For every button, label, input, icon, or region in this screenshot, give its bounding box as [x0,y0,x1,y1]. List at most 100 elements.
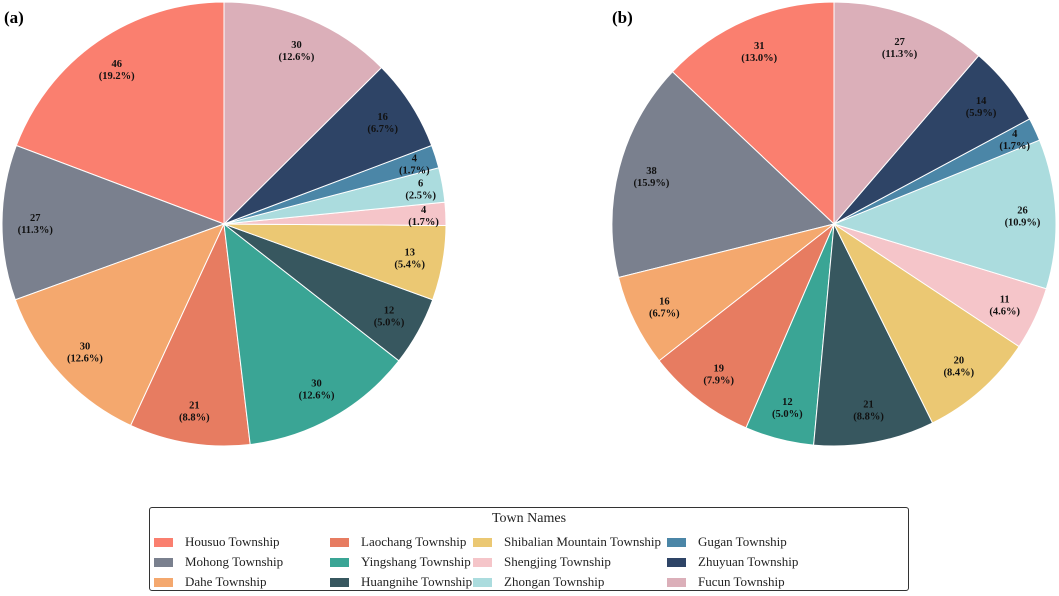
slice-percent-label: (8.8%) [179,412,210,423]
legend-label: Zhongan Township [504,574,605,589]
legend-swatch [473,557,492,567]
legend-swatch [330,557,349,567]
pie-a-slice-yingshang-township [223,222,400,446]
legend-swatch [154,557,173,567]
legend-swatch [667,577,686,587]
legend: Town Names Housuo Township Mohong Townshi… [149,507,909,591]
legend-label: Mohong Township [185,554,284,569]
slice-percent-label: (6.7%) [649,309,680,320]
pie-a-slice-mohong-township [1,144,226,301]
legend-item: Shengjing Township [473,552,667,572]
slice-percent-label: (4.6%) [989,306,1020,317]
slice-value-label: 14 [976,96,987,107]
pie-b-slice-mohong-township [611,71,836,279]
legend-item: Zhongan Township [473,572,667,592]
slice-value-label: 30 [80,342,91,353]
legend-label: Gugan Township [698,534,787,549]
slice-percent-label: (12.6%) [279,52,315,63]
slice-percent-label: (5.9%) [966,108,997,119]
pie-b-slice-shibalian-mountain-township [832,222,1020,424]
legend-label: Huangnihe Township [361,574,473,589]
pie-b-slice-laochang-township [658,223,835,429]
slice-percent-label: (19.2%) [99,71,135,82]
slice-value-label: 27 [894,37,905,48]
slice-percent-label: (15.9%) [634,178,670,189]
slice-value-label: 46 [111,59,122,70]
legend-label: Zhuyuan Township [698,554,799,569]
pie-b-slice-fucun-township [833,1,980,226]
legend-swatch [667,557,686,567]
slice-percent-label: (1.7%) [408,217,439,228]
slice-value-label: 26 [1017,205,1028,216]
legend-item: Housuo Township [154,532,330,552]
legend-item: Zhuyuan Township [667,552,867,572]
legend-swatch [330,537,349,547]
legend-label: Shibalian Mountain Township [504,534,662,549]
slice-percent-label: (2.5%) [405,191,436,202]
pie-b-slice-housuo-township [671,1,835,226]
panel-label-a: (a) [4,8,24,27]
legend-label: Housuo Township [185,534,280,549]
slice-value-label: 38 [646,166,657,177]
legend-swatch [473,577,492,587]
legend-item: Gugan Township [667,532,867,552]
slice-percent-label: (5.0%) [374,317,405,328]
pie-b-slice-zhongan-township [832,139,1057,290]
slice-value-label: 6 [418,179,423,190]
legend-swatch [667,537,686,547]
legend-title: Town Names [491,511,567,526]
slice-value-label: 19 [713,363,724,374]
legend-swatch [473,537,492,547]
slice-value-label: 4 [1012,129,1018,140]
slice-value-label: 20 [954,355,965,366]
slice-percent-label: (8.8%) [853,412,884,423]
legend-swatch [330,577,349,587]
legend-item: Shibalian Mountain Township [473,532,667,552]
legend-item: Fucun Township [667,572,867,592]
slice-percent-label: (11.3%) [18,225,54,236]
slice-value-label: 11 [1000,294,1010,305]
slice-value-label: 21 [189,400,200,411]
pie-a-slice-dahe-township [14,223,225,427]
legend-item: Mohong Township [154,552,330,572]
slice-value-label: 30 [311,378,322,389]
legend-swatch [154,537,173,547]
legend-label: Laochang Township [361,534,467,549]
slice-value-label: 16 [659,297,670,308]
slice-percent-label: (5.0%) [772,409,803,420]
slice-value-label: 12 [384,305,395,316]
slice-percent-label: (1.7%) [399,165,430,176]
slice-value-label: 12 [782,397,793,408]
slice-value-label: 4 [412,153,418,164]
pie-a-slice-fucun-township [223,1,383,226]
slice-value-label: 27 [30,213,41,224]
slice-percent-label: (12.6%) [299,390,335,401]
slice-percent-label: (12.6%) [67,354,103,365]
legend-swatch [154,577,173,587]
legend-label: Yingshang Township [361,554,471,569]
slice-value-label: 4 [421,205,427,216]
pie-b-slice-huangnihe-township [813,222,934,447]
slice-percent-label: (5.4%) [394,259,425,270]
slice-percent-label: (6.7%) [367,124,398,135]
slice-value-label: 30 [291,40,302,51]
pie-a-slice-housuo-township [15,1,225,225]
legend-label: Fucun Township [698,574,785,589]
legend-label: Shengjing Township [504,554,611,569]
slice-value-label: 21 [863,400,874,411]
slice-value-label: 13 [404,247,415,258]
pie-a-slice-laochang-township [130,222,251,447]
legend-items: Housuo Township Mohong Township Dahe Towns… [154,532,867,592]
slice-percent-label: (7.9%) [703,375,734,386]
slice-percent-label: (8.4%) [944,367,975,378]
legend-item: Laochang Township [330,532,473,552]
legend-label: Dahe Township [185,574,267,589]
legend-item: Huangnihe Township [330,572,473,592]
slice-value-label: 16 [377,112,388,123]
slice-value-label: 31 [754,41,765,52]
legend-item: Yingshang Township [330,552,473,572]
slice-percent-label: (10.9%) [1005,217,1041,228]
slice-percent-label: (1.7%) [999,141,1030,152]
panel-label-b: (b) [612,8,633,27]
